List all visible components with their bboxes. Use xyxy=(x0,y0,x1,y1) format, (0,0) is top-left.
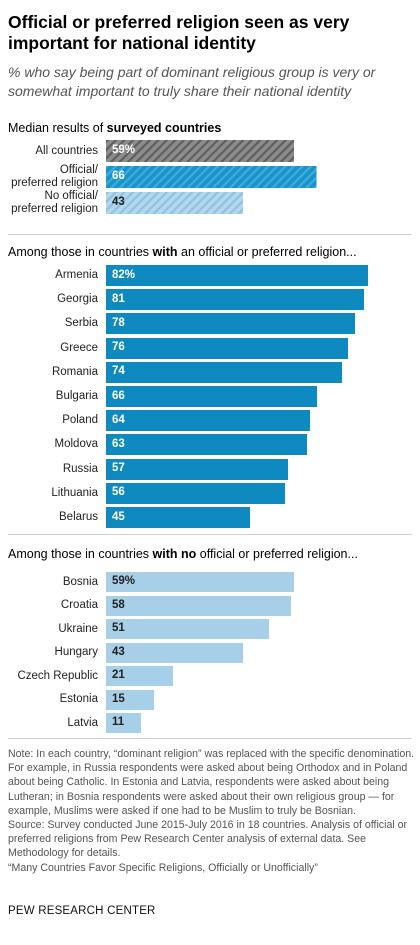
note-text: Note: In each country, “dominant religio… xyxy=(8,748,415,817)
category-label: Official/preferred religion xyxy=(11,164,98,189)
no-official-section-heading: Among those in countries with no officia… xyxy=(8,547,358,561)
category-label: Romania xyxy=(51,365,98,378)
footnotes: Note: In each country, “dominant religio… xyxy=(8,747,416,875)
section-divider xyxy=(8,234,412,235)
bar-value-label: 43 xyxy=(112,645,125,658)
bar-value-label: 45 xyxy=(112,510,125,523)
bar-value-label: 59% xyxy=(112,575,136,587)
bar-value-label: 56 xyxy=(112,486,125,499)
category-label: Armenia xyxy=(55,269,98,281)
bar xyxy=(106,337,349,359)
bar xyxy=(106,313,355,335)
section-divider xyxy=(8,534,412,535)
bar-value-label: 82% xyxy=(112,268,136,281)
bar xyxy=(106,458,288,480)
bar-value-label: 66 xyxy=(112,170,125,182)
bar xyxy=(106,192,244,214)
category-label: Bosnia xyxy=(62,575,98,588)
pew-logo-text: PEW RESEARCH CENTER xyxy=(8,905,156,917)
bar-value-label: 81 xyxy=(112,292,125,305)
bar xyxy=(106,689,154,710)
bar xyxy=(106,713,142,733)
category-label: Croatia xyxy=(60,599,98,611)
category-label: Lithuania xyxy=(51,486,98,499)
bar xyxy=(106,386,317,407)
category-label: Ukraine xyxy=(58,622,98,635)
bar xyxy=(106,482,285,504)
bar xyxy=(106,166,317,188)
category-label: Latvia xyxy=(67,716,98,729)
bar xyxy=(106,595,292,616)
official-section-heading: Among those in countries with an officia… xyxy=(8,245,357,259)
bar xyxy=(106,265,368,286)
bar xyxy=(106,666,173,686)
bar-value-label: 74 xyxy=(112,365,125,378)
bar-value-label: 59% xyxy=(112,144,136,156)
category-label: Serbia xyxy=(64,317,98,330)
category-label: Poland xyxy=(62,414,98,427)
category-label: All countries xyxy=(35,144,98,157)
category-label: Hungary xyxy=(54,646,98,658)
bar-value-label: 51 xyxy=(112,622,125,634)
bar-value-label: 58 xyxy=(112,598,125,611)
bar xyxy=(106,572,295,592)
bar xyxy=(106,361,343,383)
category-label: Czech Republic xyxy=(17,669,98,682)
bar-value-label: 64 xyxy=(112,413,125,426)
bar-value-label: 78 xyxy=(112,316,125,329)
bar-value-label: 11 xyxy=(112,716,125,728)
source-text: Source: Survey conducted June 2015-July … xyxy=(8,819,408,860)
bar-value-label: 63 xyxy=(112,437,125,450)
chart-title: Official or preferred religion seen as v… xyxy=(8,12,350,53)
bar xyxy=(106,507,250,528)
section-divider xyxy=(8,738,412,739)
chart-subtitle: % who say being part of dominant religio… xyxy=(8,64,376,99)
bar-value-label: 15 xyxy=(112,692,125,705)
bar-value-label: 43 xyxy=(112,196,125,208)
report-title-text: “Many Countries Favor Specific Religions… xyxy=(8,861,318,874)
bar xyxy=(106,140,295,162)
bar-value-label: 66 xyxy=(112,389,125,402)
bar xyxy=(106,642,244,663)
bar xyxy=(106,434,307,456)
category-label: Belarus xyxy=(59,511,98,523)
bar xyxy=(106,619,269,639)
category-label: No official/preferred religion xyxy=(11,190,98,215)
bar-value-label: 21 xyxy=(112,669,125,681)
category-label: Georgia xyxy=(57,293,98,306)
category-label: Greece xyxy=(60,341,98,354)
bar xyxy=(106,289,365,311)
category-label: Moldova xyxy=(54,438,98,451)
bar xyxy=(106,410,311,432)
bar-value-label: 57 xyxy=(112,462,125,475)
median-section-heading: Median results of surveyed countries xyxy=(8,121,222,135)
category-label: Estonia xyxy=(59,693,98,705)
category-label: Russia xyxy=(62,462,98,475)
category-label: Bulgaria xyxy=(55,390,98,402)
bar-value-label: 76 xyxy=(112,341,125,354)
